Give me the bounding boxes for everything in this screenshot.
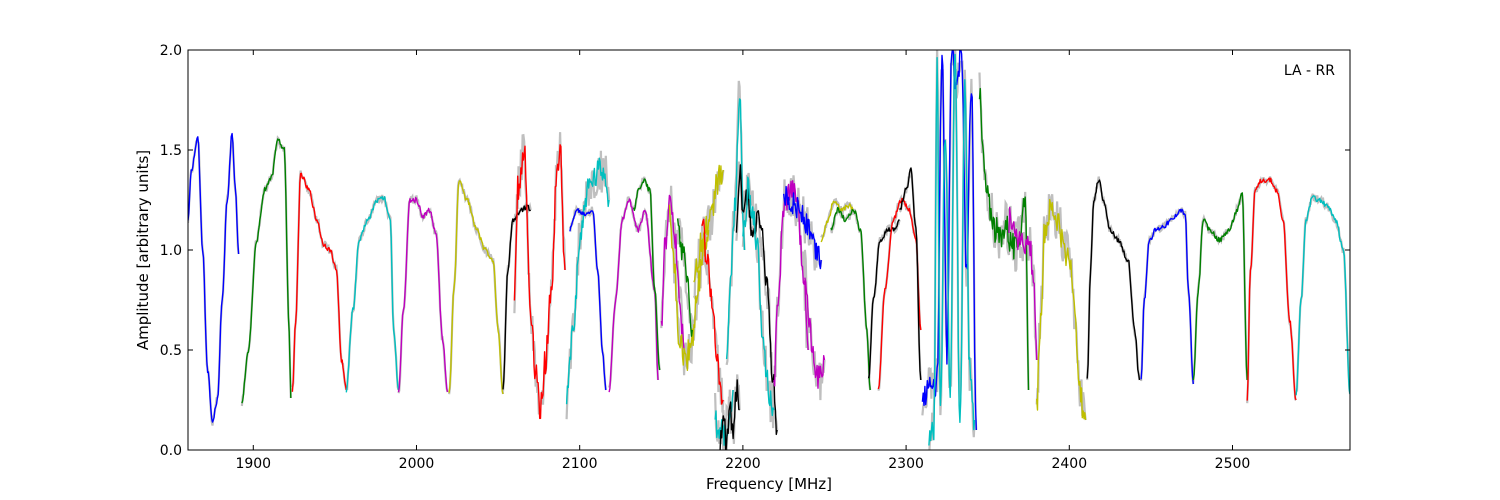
x-tick-label: 2500 xyxy=(1215,456,1251,472)
series-line xyxy=(448,180,504,395)
series-layer xyxy=(188,50,1350,450)
x-tick-label: 2100 xyxy=(562,456,598,472)
x-axis-ticks: 1900 2000 2100 2200 2300 2400 2500 xyxy=(235,50,1250,472)
y-tick-label: 1.0 xyxy=(160,243,182,259)
series-line xyxy=(608,198,659,393)
series-line xyxy=(1192,192,1248,381)
series-line xyxy=(241,138,292,404)
series-line xyxy=(1246,177,1297,401)
series-line xyxy=(1086,179,1141,381)
series-line xyxy=(719,379,741,450)
series-line xyxy=(569,207,607,391)
x-tick-label: 2300 xyxy=(888,456,924,472)
series-line xyxy=(693,164,724,283)
series-line xyxy=(565,157,610,405)
series-line xyxy=(668,204,710,371)
y-tick-label: 0.0 xyxy=(160,443,182,459)
x-tick-label: 2400 xyxy=(1051,456,1087,472)
series-line xyxy=(1140,208,1194,385)
series-line xyxy=(867,219,900,379)
series-line xyxy=(701,218,724,405)
x-tick-label: 2200 xyxy=(725,456,761,472)
series-line xyxy=(714,389,734,446)
series-line xyxy=(804,277,826,389)
series-line xyxy=(773,180,809,387)
series-line xyxy=(725,98,746,360)
x-tick-label: 1900 xyxy=(235,456,271,472)
series-line xyxy=(899,167,922,381)
y-axis-label: Amplitude [arbitrary units] xyxy=(134,150,152,350)
series-line xyxy=(397,196,449,393)
series-line xyxy=(188,132,240,423)
series-line xyxy=(660,194,685,351)
series-line xyxy=(345,195,400,393)
x-tick-label: 2000 xyxy=(399,456,435,472)
series-line xyxy=(1036,198,1087,421)
x-axis-label: Frequency [MHz] xyxy=(706,475,832,493)
y-tick-label: 0.5 xyxy=(160,343,182,359)
y-tick-label: 1.5 xyxy=(160,143,182,159)
series-line xyxy=(1295,195,1350,396)
reference-trace xyxy=(701,237,725,413)
y-tick-label: 2.0 xyxy=(160,43,182,59)
series-line xyxy=(735,164,778,436)
series-line xyxy=(742,176,775,417)
series-line xyxy=(830,206,871,391)
series-line xyxy=(632,178,661,371)
series-line xyxy=(820,200,855,243)
series-line xyxy=(513,144,566,420)
series-line xyxy=(877,197,922,390)
series-line xyxy=(291,172,347,392)
series-line xyxy=(928,53,976,446)
series-line xyxy=(676,218,693,337)
y-axis-ticks: 0.0 0.5 1.0 1.5 2.0 xyxy=(160,43,1350,459)
series-line xyxy=(783,185,822,270)
series-line xyxy=(1008,206,1038,361)
panel-annotation: LA - RR xyxy=(1284,63,1335,79)
